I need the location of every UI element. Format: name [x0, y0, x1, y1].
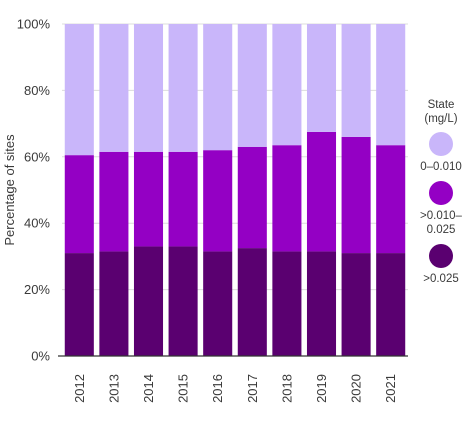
y-tick-label: 60%: [24, 149, 50, 164]
y-axis-title: Percentage of sites: [2, 134, 17, 246]
bar-segment: [237, 24, 267, 147]
bar-segment: [237, 248, 267, 356]
bar-segment: [99, 251, 129, 356]
bar-segment: [376, 24, 406, 146]
x-tick-label: 2019: [314, 374, 329, 403]
bar-segment: [306, 251, 337, 356]
legend-label: 0–0.010: [420, 161, 462, 173]
bars: [64, 24, 406, 356]
bar-segment: [203, 251, 233, 356]
bar-segment: [64, 155, 94, 254]
x-tick-label: 2020: [349, 374, 364, 403]
bar-segment: [168, 246, 198, 356]
legend-title-line1: State: [428, 99, 455, 111]
y-axis: 0% 20% 40% 60% 80% 100%: [17, 17, 51, 364]
x-tick-label: 2018: [279, 374, 294, 403]
bar-segment: [272, 251, 302, 356]
y-tick-label: 0%: [31, 349, 50, 364]
legend-swatch: [429, 181, 453, 205]
bar-segment: [133, 24, 164, 152]
bar-segment: [306, 24, 337, 132]
bar-segment: [341, 24, 371, 137]
x-tick-label: 2013: [106, 374, 121, 403]
bar-segment: [341, 136, 371, 254]
x-tick-label: 2016: [210, 374, 225, 403]
x-tick-label: 2017: [245, 374, 260, 403]
x-tick-label: 2014: [141, 374, 156, 403]
bar-segment: [133, 151, 164, 247]
bar-segment: [99, 151, 129, 252]
bar-segment: [168, 24, 198, 152]
y-tick-label: 40%: [24, 216, 50, 231]
bar-segment: [272, 145, 302, 252]
bar-segment: [306, 131, 337, 252]
y-tick-label: 80%: [24, 83, 50, 98]
bar-segment: [376, 253, 406, 356]
y-tick-label: 100%: [17, 17, 51, 32]
bar-segment: [203, 24, 233, 151]
legend-label: >0.025: [423, 273, 459, 285]
bar-segment: [133, 246, 164, 356]
bar-segment: [168, 151, 198, 247]
legend: State (mg/L) 0–0.010 >0.010– 0.025 >0.025: [420, 99, 462, 285]
bar-segment: [341, 253, 371, 356]
x-axis: 2012 2013 2014 2015 2016 2017 2018 2019 2020 2021: [58, 355, 408, 403]
bar-segment: [376, 145, 406, 254]
legend-swatch: [429, 132, 453, 156]
bar-segment: [272, 24, 302, 146]
bar-segment: [64, 24, 94, 156]
legend-label: >0.010–: [420, 210, 462, 222]
x-tick-label: 2012: [72, 374, 87, 403]
bar-segment: [99, 24, 129, 152]
y-tick-label: 20%: [24, 282, 50, 297]
bar-segment: [203, 150, 233, 252]
legend-title-line2: (mg/L): [424, 113, 457, 125]
x-tick-label: 2015: [176, 374, 191, 403]
legend-swatch: [429, 244, 453, 268]
bar-segment: [237, 146, 267, 249]
bar-segment: [64, 253, 94, 356]
x-tick-label: 2021: [383, 374, 398, 403]
legend-label: 0.025: [427, 224, 456, 236]
